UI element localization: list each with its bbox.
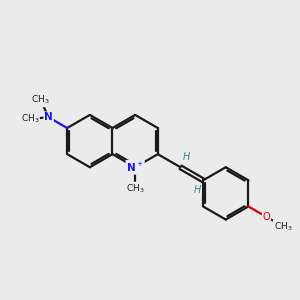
Text: CH$_3$: CH$_3$: [20, 113, 39, 125]
Text: H: H: [194, 185, 201, 195]
Text: $\mathregular{N}$$^+$: $\mathregular{N}$$^+$: [126, 161, 144, 174]
Text: CH$_3$: CH$_3$: [31, 94, 50, 106]
Text: CH$_3$: CH$_3$: [126, 182, 145, 195]
Text: N: N: [44, 112, 53, 122]
Text: CH$_3$: CH$_3$: [274, 220, 292, 232]
Text: H: H: [182, 152, 190, 163]
Text: O: O: [263, 212, 270, 222]
